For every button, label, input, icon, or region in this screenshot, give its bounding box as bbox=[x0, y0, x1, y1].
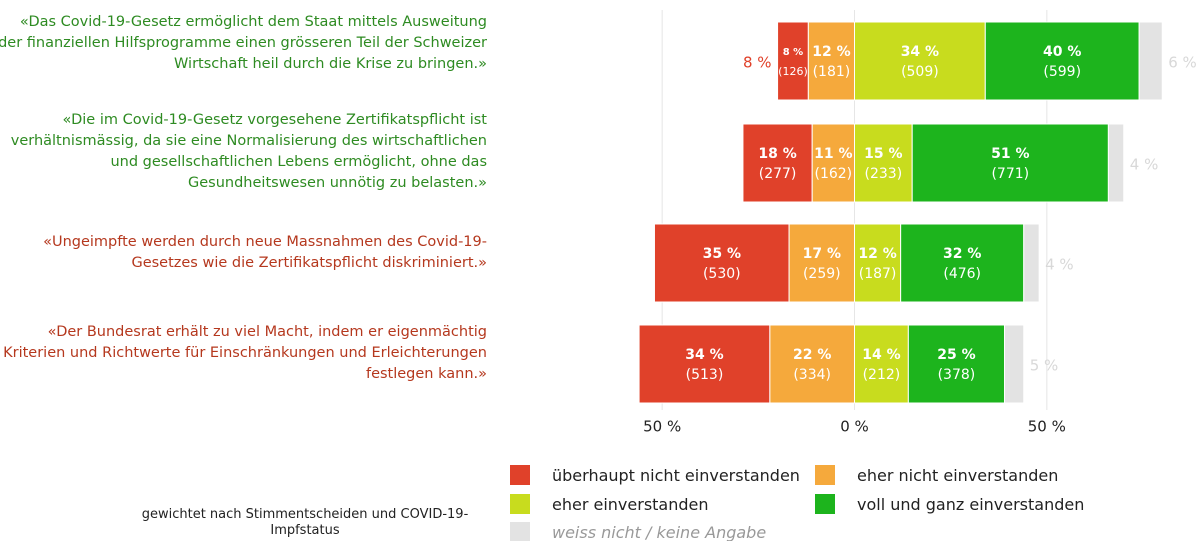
count-label: (126) bbox=[778, 65, 808, 78]
legend-label: weiss nicht / keine Angabe bbox=[552, 522, 767, 541]
legend-swatch bbox=[510, 494, 530, 514]
bar-segment bbox=[907, 324, 1006, 404]
value-label: 40 % bbox=[1043, 44, 1081, 60]
bar-segment bbox=[854, 21, 986, 101]
legend-label: eher nicht einverstanden bbox=[857, 465, 1059, 485]
count-label: (476) bbox=[943, 266, 981, 282]
count-label: (509) bbox=[901, 64, 939, 80]
bar-segment bbox=[1138, 21, 1163, 101]
count-label: (162) bbox=[815, 166, 853, 182]
legend-item: voll und ganz einverstanden bbox=[815, 494, 1084, 514]
count-label: (181) bbox=[813, 64, 851, 80]
bar-segment bbox=[1004, 324, 1025, 404]
legend-swatch bbox=[815, 494, 835, 514]
legend-label: eher einverstanden bbox=[552, 494, 709, 514]
count-label: (530) bbox=[703, 266, 741, 282]
count-label: (277) bbox=[759, 166, 797, 182]
bar-segment bbox=[911, 123, 1109, 203]
bar-segment bbox=[900, 223, 1025, 303]
bar-segment bbox=[1107, 123, 1125, 203]
value-label: 34 % bbox=[901, 44, 939, 60]
count-label: (187) bbox=[859, 266, 897, 282]
value-label: 5 % bbox=[1030, 357, 1059, 375]
category-label: «Das Covid-19-Gesetz ermöglicht dem Staa… bbox=[0, 14, 487, 72]
bar-segment bbox=[653, 223, 790, 303]
count-label: (599) bbox=[1043, 64, 1081, 80]
value-label: 22 % bbox=[793, 347, 831, 363]
annotation: 8 % bbox=[743, 54, 772, 72]
value-label: 51 % bbox=[991, 146, 1029, 162]
count-label: (378) bbox=[938, 367, 976, 383]
value-label: 12 % bbox=[812, 44, 850, 60]
category-label: «Die im Covid-19-Gesetz vorgesehene Zert… bbox=[10, 112, 487, 191]
bar-segment bbox=[1023, 223, 1040, 303]
value-label: 4 % bbox=[1045, 256, 1074, 274]
count-label: (233) bbox=[865, 166, 903, 182]
value-label: 15 % bbox=[864, 146, 902, 162]
count-label: (771) bbox=[991, 166, 1029, 182]
bar-segment bbox=[742, 123, 813, 203]
bar-segment bbox=[854, 324, 909, 404]
x-tick-label: 50 % bbox=[643, 418, 681, 436]
legend-label: überhaupt nicht einverstanden bbox=[552, 465, 800, 485]
bar-segment bbox=[854, 223, 902, 303]
legend-swatch bbox=[510, 522, 530, 541]
value-label: 6 % bbox=[1168, 54, 1197, 72]
legend-item: eher einverstanden bbox=[510, 494, 709, 514]
category-label: «Ungeimpfte werden durch neue Massnahmen… bbox=[43, 234, 487, 271]
value-label: 35 % bbox=[703, 246, 741, 262]
bar-segment bbox=[807, 21, 856, 101]
value-label: 4 % bbox=[1130, 156, 1159, 174]
bar-segment bbox=[788, 223, 856, 303]
value-label: 17 % bbox=[803, 246, 841, 262]
legend-item: eher nicht einverstanden bbox=[815, 465, 1058, 485]
bar-segment bbox=[984, 21, 1140, 101]
x-tick-label: 50 % bbox=[1028, 418, 1066, 436]
bar-segment bbox=[638, 324, 771, 404]
category-label: «Der Bundesrat erhält zu viel Macht, ind… bbox=[3, 324, 487, 382]
bar-segment bbox=[854, 123, 913, 203]
x-tick-label: 0 % bbox=[840, 418, 869, 436]
bar-segment bbox=[811, 123, 855, 203]
legend-item: überhaupt nicht einverstanden bbox=[510, 465, 800, 485]
legend-swatch bbox=[510, 465, 530, 485]
value-label: 8 % bbox=[783, 47, 803, 58]
legend-swatch bbox=[815, 465, 835, 485]
bar-segment bbox=[777, 21, 809, 101]
value-label: 25 % bbox=[937, 347, 975, 363]
value-label: 18 % bbox=[758, 146, 796, 162]
bar-segment bbox=[769, 324, 856, 404]
count-label: (334) bbox=[793, 367, 831, 383]
value-label: 32 % bbox=[943, 246, 981, 262]
legend-item: weiss nicht / keine Angabe bbox=[510, 522, 766, 541]
legend-label: voll und ganz einverstanden bbox=[857, 494, 1085, 514]
value-label: 12 % bbox=[858, 246, 896, 262]
value-label: 11 % bbox=[814, 146, 852, 162]
note: gewichtet nach Stimmentscheiden und COVI… bbox=[141, 507, 469, 538]
value-label: 14 % bbox=[862, 347, 900, 363]
count-label: (513) bbox=[686, 367, 724, 383]
count-label: (259) bbox=[803, 266, 841, 282]
value-label: 34 % bbox=[685, 347, 723, 363]
count-label: (212) bbox=[863, 367, 901, 383]
